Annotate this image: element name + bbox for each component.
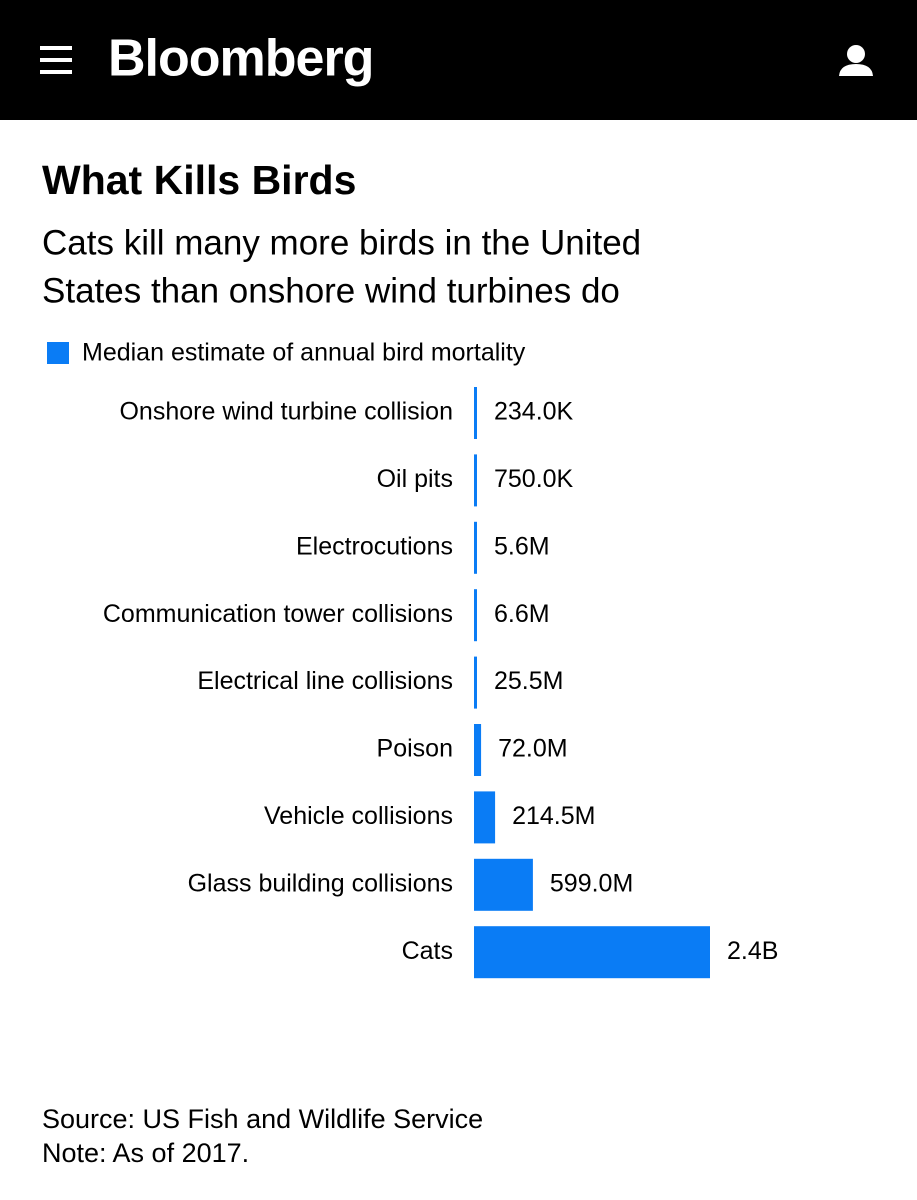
value-label: 214.5M (512, 802, 595, 830)
legend-swatch (47, 342, 69, 364)
value-label: 72.0M (498, 735, 567, 763)
value-label: 750.0K (494, 465, 574, 493)
chart-subtitle: States than onshore wind turbines do (42, 271, 620, 310)
brand-logo[interactable]: Bloomberg (108, 30, 374, 88)
bar (474, 926, 710, 979)
account-icon[interactable] (839, 45, 873, 76)
category-label: Electrical line collisions (197, 667, 453, 695)
bar (474, 454, 477, 507)
category-label: Glass building collisions (188, 869, 453, 897)
legend-label: Median estimate of annual bird mortality (82, 339, 526, 367)
note: Note: As of 2017. (42, 1138, 249, 1168)
category-label: Electrocutions (296, 532, 453, 560)
bar (474, 387, 477, 439)
source-note: Source: US Fish and Wildlife Service (42, 1104, 483, 1134)
chart-title: What Kills Birds (42, 157, 356, 203)
menu-icon[interactable] (40, 46, 72, 74)
value-label: 5.6M (494, 532, 550, 560)
category-label: Poison (377, 735, 453, 763)
bar (474, 589, 477, 642)
value-label: 25.5M (494, 667, 563, 695)
category-label: Cats (402, 937, 453, 965)
bar (474, 521, 477, 574)
category-label: Onshore wind turbine collision (119, 398, 453, 426)
bar (474, 656, 477, 709)
bar (474, 724, 482, 776)
value-label: 6.6M (494, 600, 550, 628)
header-bar (0, 0, 917, 120)
bar (474, 791, 496, 844)
bar (474, 858, 533, 911)
value-label: 2.4B (727, 937, 778, 965)
value-label: 234.0K (494, 398, 574, 426)
category-label: Vehicle collisions (264, 802, 453, 830)
category-label: Communication tower collisions (103, 600, 453, 628)
category-label: Oil pits (377, 465, 453, 493)
chart-subtitle: Cats kill many more birds in the United (42, 223, 641, 262)
value-label: 599.0M (550, 869, 633, 897)
